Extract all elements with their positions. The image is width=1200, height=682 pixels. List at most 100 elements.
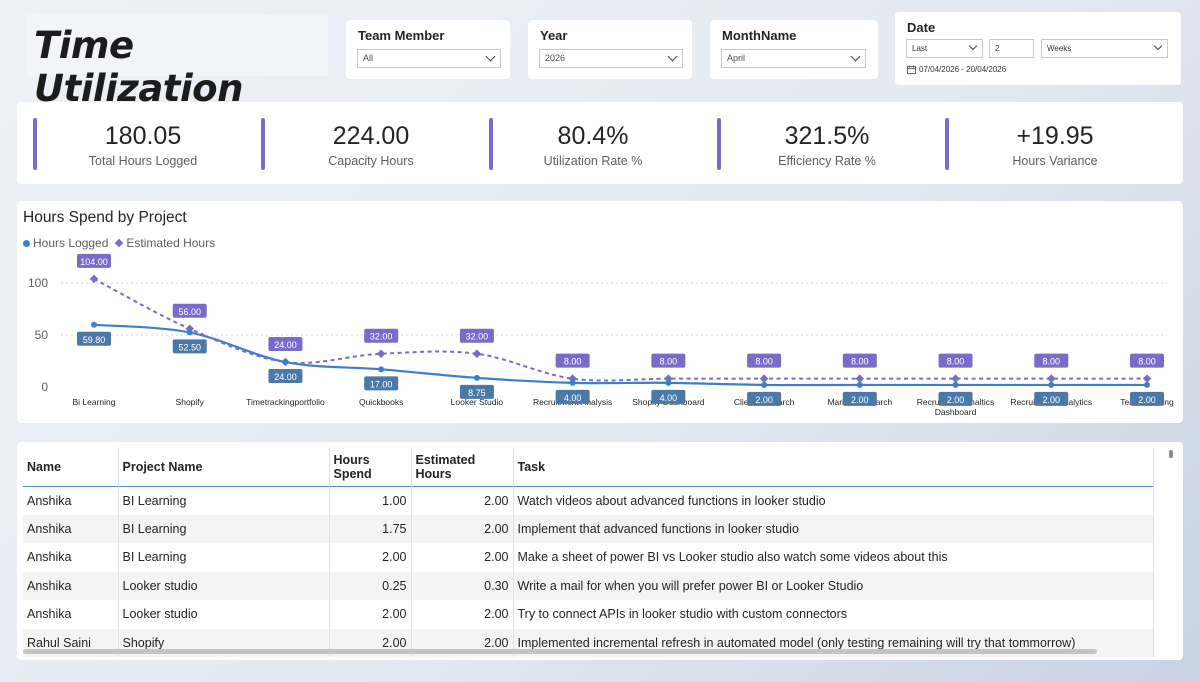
x-tick-label: Looker Studio (451, 397, 504, 407)
cell-project: Looker studio (118, 600, 330, 629)
vertical-scrollbar[interactable] (1169, 450, 1173, 458)
kpi-efficiency-value: 321.5% (784, 122, 870, 150)
estimated-hours-point (376, 349, 386, 358)
kpi-variance-label: Hours Variance (1012, 154, 1098, 168)
column-header-name[interactable]: Name (23, 448, 119, 486)
year-dropdown[interactable]: 2026 (539, 49, 683, 68)
date-slicer: Date Last 2 Weeks 07/04/2026 - 20/04/202… (895, 12, 1181, 85)
estimated-hours-data-label: 8.00 (947, 357, 965, 367)
hours-logged-data-label: 17.00 (370, 379, 393, 389)
table-row[interactable]: Anshika Looker studio 0.25 0.30 Write a mail… (23, 571, 1154, 600)
estimated-hours-point (951, 374, 960, 383)
hours-logged-point (473, 374, 480, 381)
hours-logged-label-bg (77, 331, 111, 346)
cell-task: Write a mail for when you will prefer po… (513, 571, 1154, 600)
hours-logged-point (761, 381, 768, 388)
legend-hours-logged-marker (23, 239, 30, 247)
hours-logged-point (856, 381, 863, 388)
table-row[interactable]: Anshika Looker studio 2.00 2.00 Try to conne… (23, 600, 1154, 629)
cell-task: Try to connect APIs in looker studio wit… (513, 600, 1154, 629)
estimated-hours-data-label: 8.00 (1138, 357, 1156, 367)
hours-logged-label-bg (459, 384, 494, 399)
estimated-hours-point (855, 374, 865, 383)
date-range: 07/04/2026 - 20/04/2026 (907, 65, 1006, 74)
cell-hours-spend: 1.75 (329, 514, 412, 543)
kpi-total-hours-value: 180.05 (104, 122, 182, 150)
estimated-hours-label-bg (364, 328, 399, 343)
kpi-accent-bar (489, 118, 493, 170)
estimated-hours-point (1142, 374, 1152, 383)
table-row[interactable]: Anshika BI Learning 2.00 2.00 Make a sheet o… (23, 543, 1154, 572)
kpi-accent-bar (945, 118, 949, 170)
hours-logged-label-bg (1034, 391, 1069, 406)
team-member-label: Team Member (358, 28, 445, 43)
cell-hours-spend: 1.00 (329, 486, 412, 515)
kpi-accent-bar (717, 118, 721, 170)
hours-line-chart: 100 50 0 Bi Learning Shopify Timetrackingpor… (28, 253, 1174, 417)
cell-estimated-hours: 2.00 (411, 600, 514, 629)
hours-logged-label-bg (938, 391, 973, 406)
kpi-capacity-label: Capacity Hours (328, 154, 414, 168)
task-table: Name Project Name Hours Spend Estimated … (23, 448, 1154, 657)
chevron-down-icon (850, 51, 861, 62)
cell-task: Watch videos about advanced functions in… (513, 486, 1154, 515)
hours-logged-point (186, 329, 193, 336)
cell-name: Anshika (23, 514, 119, 543)
x-tick-label: Timetrackingportfolio (246, 397, 325, 407)
estimated-hours-label-bg (651, 353, 686, 368)
hours-logged-data-label: 2.00 (947, 395, 965, 405)
kpi-variance-value: +19.95 (1016, 122, 1094, 150)
column-header-task[interactable]: Task (513, 448, 1154, 486)
year-slicer: Year 2026 (528, 20, 692, 79)
team-member-dropdown[interactable]: All (357, 49, 501, 68)
estimated-hours-line (93, 277, 1147, 382)
kpi-capacity-value: 224.00 (332, 122, 410, 150)
hours-logged-label-bg (555, 389, 590, 404)
hours-logged-label-bg (364, 376, 399, 391)
estimated-hours-data-label: 32.00 (370, 332, 393, 342)
hours-logged-point (952, 381, 959, 388)
chart-title: Hours Spend by Project (23, 209, 187, 226)
kpi-efficiency-label: Efficiency Rate % (778, 154, 876, 168)
date-count-value: 2 (995, 44, 1000, 53)
legend-hours-logged[interactable]: Hours Logged (33, 236, 109, 250)
hours-logged-data-label: 2.00 (1043, 395, 1061, 405)
hours-logged-point (1048, 381, 1055, 388)
horizontal-scrollbar[interactable] (23, 649, 1097, 654)
cell-project: BI Learning (118, 486, 330, 515)
month-dropdown[interactable]: April (721, 49, 866, 68)
hours-logged-data-label: 52.50 (178, 342, 201, 352)
hours-logged-label-bg (172, 339, 207, 354)
estimated-hours-data-label: 8.00 (851, 357, 869, 367)
cell-estimated-hours: 2.00 (411, 514, 514, 543)
cell-name: Anshika (23, 543, 119, 572)
estimated-hours-data-label: 56.00 (178, 307, 201, 317)
hours-logged-data-label: 24.00 (274, 372, 297, 382)
kpi-utilization-label: Utilization Rate % (543, 154, 643, 168)
column-header-estimated-hours[interactable]: Estimated Hours (411, 448, 514, 486)
table-row[interactable]: Anshika BI Learning 1.00 2.00 Watch videos a… (23, 486, 1154, 515)
year-value: 2026 (545, 53, 566, 63)
estimated-hours-label-bg (842, 353, 877, 368)
cell-name: Anshika (23, 600, 119, 629)
estimated-hours-data-label: 8.00 (1043, 357, 1061, 367)
date-count-input[interactable]: 2 (989, 39, 1034, 58)
date-range-text: 07/04/2026 - 20/04/2026 (919, 65, 1007, 74)
date-relative-value: Last (912, 44, 928, 53)
kpi-accent-bar (33, 118, 37, 170)
estimated-hours-data-label: 32.00 (466, 332, 489, 342)
date-label: Date (907, 20, 936, 35)
table-row[interactable]: Anshika BI Learning 1.75 2.00 Implement that… (23, 514, 1154, 543)
column-header-project[interactable]: Project Name (118, 448, 330, 486)
team-member-slicer: Team Member All (346, 20, 510, 79)
hours-logged-point (378, 366, 385, 373)
hours-logged-data-label: 2.00 (1138, 395, 1156, 405)
hours-logged-label-bg (268, 369, 303, 384)
date-relative-dropdown[interactable]: Last (906, 39, 983, 58)
date-unit-dropdown[interactable]: Weeks (1041, 39, 1168, 58)
legend-estimated-hours[interactable]: Estimated Hours (126, 236, 216, 250)
estimated-hours-label-bg (1130, 353, 1164, 368)
estimated-hours-data-label: 8.00 (755, 357, 773, 367)
column-header-hours-spend[interactable]: Hours Spend (329, 448, 412, 486)
chart-legend: Hours Logged Estimated Hours (23, 236, 215, 250)
